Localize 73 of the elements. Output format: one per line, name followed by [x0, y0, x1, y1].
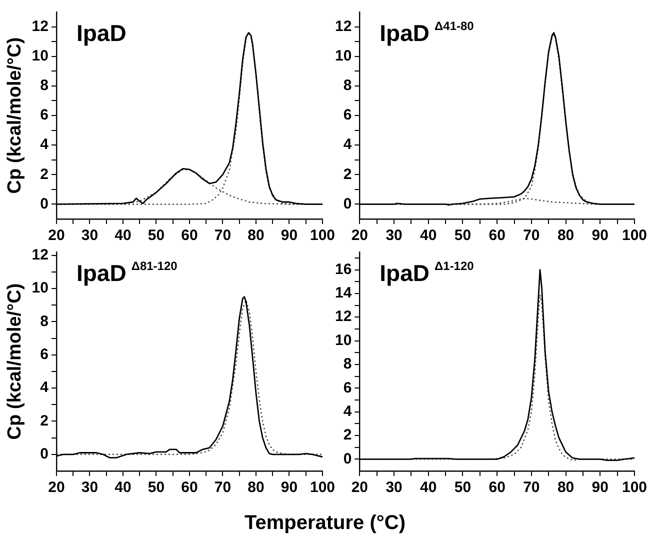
y-tick-label: 0 — [343, 450, 352, 468]
y-tick-label: 14 — [334, 284, 352, 302]
y-tick-label: 0 — [40, 446, 48, 463]
x-tick-label: 40 — [420, 227, 437, 244]
y-tick-label: 12 — [32, 246, 48, 264]
x-tick-label: 90 — [280, 227, 298, 244]
x-tick-label: 90 — [280, 479, 298, 496]
x-tick-label: 100 — [310, 227, 335, 244]
y-tick-label: 4 — [343, 402, 352, 420]
x-tick-label: 20 — [351, 479, 368, 496]
x-tick-label: 60 — [488, 227, 506, 244]
y-tick-label: 8 — [343, 77, 352, 94]
x-tick-label: 20 — [48, 227, 65, 244]
y-tick-label: 12 — [32, 18, 48, 35]
y-tick-label: 10 — [32, 280, 48, 297]
x-tick-label: 70 — [214, 479, 232, 496]
y-tick-label: 4 — [40, 379, 50, 396]
x-tick-label: 80 — [248, 479, 264, 496]
y-tick-label: 12 — [334, 18, 352, 35]
y-tick-label: 8 — [343, 356, 352, 373]
y-tick-label: 4 — [40, 136, 50, 154]
x-tick-label: 70 — [523, 227, 540, 244]
x-tick-label: 90 — [592, 479, 608, 496]
x-tick-label: 60 — [488, 479, 506, 496]
y-tick-label: 10 — [32, 48, 48, 64]
y-axis-title: Cp (kcal/mole/°C) — [4, 37, 26, 194]
y-tick-label: 2 — [343, 426, 352, 444]
y-tick-label: 0 — [40, 195, 48, 212]
y-axis-title: Cp (kcal/mole/°C) — [4, 283, 26, 440]
y-tick-label: 6 — [343, 106, 352, 124]
x-tick-label: 40 — [420, 479, 437, 496]
x-tick-label: 30 — [386, 227, 402, 244]
x-tick-label: 70 — [214, 227, 232, 244]
x-tick-label: 100 — [310, 479, 335, 496]
x-tick-label: 40 — [114, 227, 132, 244]
y-tick-label: 6 — [343, 379, 352, 396]
x-tick-label: 50 — [454, 479, 472, 496]
y-tick-label: 2 — [40, 166, 48, 183]
y-tick-label: 2 — [40, 412, 48, 430]
chart-title: IpaD$^{Δ1-120}$ — [380, 259, 474, 286]
x-tick-label: 20 — [351, 227, 368, 244]
y-tick-label: 10 — [334, 332, 352, 349]
x-tick-label: 80 — [248, 227, 264, 244]
x-tick-label: 50 — [454, 227, 472, 244]
y-tick-label: 10 — [334, 48, 352, 64]
x-tick-label: 40 — [114, 479, 132, 496]
chart-title: IpaD — [76, 20, 126, 46]
y-tick-label: 8 — [40, 77, 48, 94]
x-tick-label: 30 — [81, 227, 98, 244]
x-tick-label: 50 — [148, 227, 165, 244]
x-tick-label: 90 — [592, 227, 608, 244]
chart-title: IpaD$^{Δ41-80}$ — [380, 19, 474, 46]
y-tick-label: 8 — [40, 312, 48, 330]
y-tick-label: 6 — [40, 106, 48, 124]
y-tick-label: 12 — [334, 308, 352, 326]
y-tick-label: 4 — [343, 136, 352, 154]
x-tick-label: 80 — [557, 479, 574, 496]
y-tick-label: 6 — [40, 346, 48, 364]
chart-title: IpaD$^{Δ81-120}$ — [76, 259, 178, 286]
x-tick-label: 30 — [81, 479, 98, 496]
x-tick-label: 50 — [148, 479, 165, 496]
x-tick-label: 20 — [48, 479, 65, 496]
x-tick-label: 60 — [181, 227, 198, 244]
x-tick-label: 100 — [622, 479, 647, 496]
x-tick-label: 60 — [181, 479, 198, 496]
x-axis-title: Temperature (°C) — [244, 512, 406, 535]
x-tick-label: 100 — [622, 227, 647, 244]
y-tick-label: 0 — [343, 195, 352, 212]
x-tick-label: 30 — [386, 479, 402, 496]
y-tick-label: 16 — [334, 260, 352, 278]
x-tick-label: 70 — [523, 479, 540, 496]
x-tick-label: 80 — [557, 227, 574, 244]
y-tick-label: 2 — [343, 166, 352, 183]
